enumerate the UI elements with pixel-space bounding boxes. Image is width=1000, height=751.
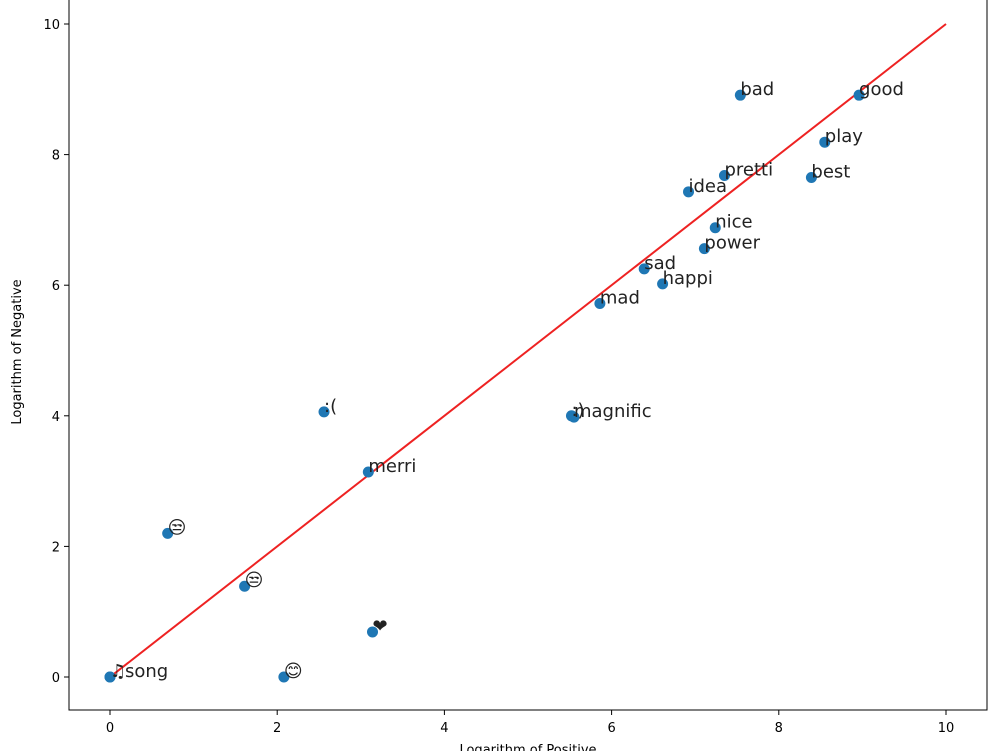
y-tick-label: 10 [43,18,60,33]
point-label: ❤ [373,616,388,637]
x-axis: 0 2 4 6 8 10 [106,710,954,736]
data-point [239,580,251,592]
y-tick-label: 0 [52,671,60,686]
x-tick-label: 4 [440,721,448,736]
data-point [278,671,290,683]
data-point [805,171,817,183]
point-label: nice [715,212,752,233]
x-tick-label: 2 [273,721,281,736]
data-point [104,671,116,683]
point-label: bad [740,79,774,100]
point-label: song [125,661,168,682]
point-label: best [811,161,850,182]
point-label: :( [324,396,337,417]
point-label: idea [689,176,728,197]
reference-line [109,23,947,678]
data-point [367,626,379,638]
x-tick-label: 6 [607,721,615,736]
data-point [657,278,669,290]
data-point [362,466,374,478]
y-tick-label: 4 [52,410,60,425]
data-point [683,186,695,198]
data-point [162,527,174,539]
data-point [594,297,606,309]
y-axis-label: Logarithm of Negative [10,279,25,424]
data-point [698,243,710,255]
point-label: ♫ [110,661,126,682]
point-label: good [859,79,904,100]
point-label: play [825,126,863,147]
point-label: 😒 [168,517,187,538]
data-point [718,169,730,181]
plot-frame [68,0,988,711]
point-label: 😊 [284,661,303,682]
point-label: 😒 [245,570,264,591]
point-label: power [704,233,760,254]
reference-line-segment [109,23,947,678]
data-point [318,406,330,418]
x-tick-label: 8 [775,721,783,736]
point-label: magnific [574,401,652,422]
y-tick-label: 2 [52,540,60,555]
point-label: pretti [724,159,773,180]
y-axis: 0 2 4 6 8 10 [43,18,69,686]
data-point [568,411,580,423]
data-point [853,89,865,101]
data-points [104,89,865,683]
data-point [638,263,650,275]
x-tick-label: 0 [106,721,114,736]
data-point [709,222,721,234]
point-label: :) [571,400,584,421]
point-label: merri [368,456,416,477]
y-tick-label: 6 [52,279,60,294]
point-label: mad [600,287,640,308]
point-label: happi [663,268,713,289]
x-axis-label: Logarithm of Positive [459,743,596,751]
y-tick-label: 8 [52,149,60,164]
x-tick-label: 10 [938,721,955,736]
data-point [819,136,831,148]
point-label: sad [644,253,676,274]
data-point [734,89,746,101]
